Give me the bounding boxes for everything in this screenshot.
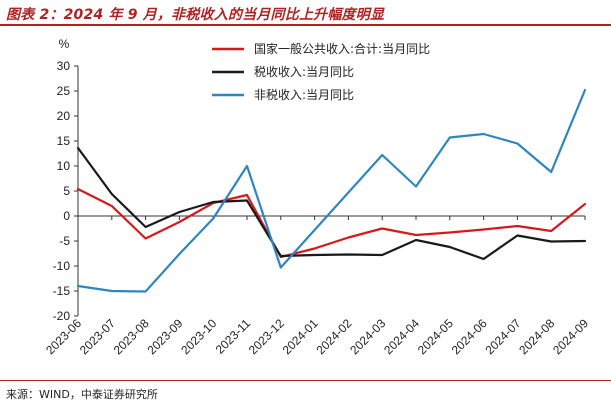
y-tick-label: -15	[53, 284, 71, 298]
y-axis-unit: %	[59, 37, 70, 51]
title-divider	[0, 24, 611, 26]
x-tick-label: 2024-08	[516, 316, 557, 357]
y-tick-label: 15	[57, 134, 71, 148]
legend-label: 非税收入:当月同比	[254, 88, 354, 102]
y-tick-label: -5	[59, 234, 70, 248]
x-tick-label: 2023-09	[144, 316, 185, 357]
legend-label: 国家一般公共收入:合计:当月同比	[254, 41, 430, 56]
x-tick-label: 2023-12	[246, 316, 287, 357]
y-tick-label: 20	[57, 109, 71, 123]
y-tick-label: 25	[57, 84, 71, 98]
x-tick-label: 2024-03	[347, 316, 388, 357]
x-tick-label: 2023-08	[111, 316, 152, 357]
x-tick-label: 2024-09	[550, 316, 591, 357]
x-tick-label: 2023-07	[77, 316, 118, 357]
x-tick-label: 2024-04	[381, 316, 422, 357]
source-note: 来源：WIND，中泰证券研究所	[6, 388, 158, 401]
x-tick-label: 2023-11	[213, 316, 254, 357]
y-tick-label: -10	[53, 259, 71, 273]
chart-title: 图表 2：2024 年 9 月，非税收入的当月同比上升幅度明显	[6, 7, 385, 23]
y-tick-label: 0	[63, 209, 70, 223]
x-tick-label: 2024-02	[313, 316, 354, 357]
series-line-1	[76, 187, 587, 259]
y-tick-label: 30	[57, 59, 71, 73]
x-tick-label: 2024-06	[449, 316, 490, 357]
y-tick-label: 10	[57, 159, 71, 173]
title-bar: 图表 2：2024 年 9 月，非税收入的当月同比上升幅度明显	[0, 0, 611, 26]
x-tick-label: 2024-07	[482, 316, 523, 357]
source-divider	[0, 380, 611, 381]
y-tick-label: -20	[53, 309, 71, 323]
x-tick-label: 2024-01	[280, 316, 321, 357]
series-line-3	[76, 88, 587, 293]
series-line-2	[76, 146, 587, 261]
x-tick-label: 2023-10	[178, 316, 219, 357]
x-tick-label: 2024-05	[415, 316, 456, 357]
legend-label: 税收收入:当月同比	[254, 65, 354, 79]
y-tick-label: 5	[63, 184, 70, 198]
